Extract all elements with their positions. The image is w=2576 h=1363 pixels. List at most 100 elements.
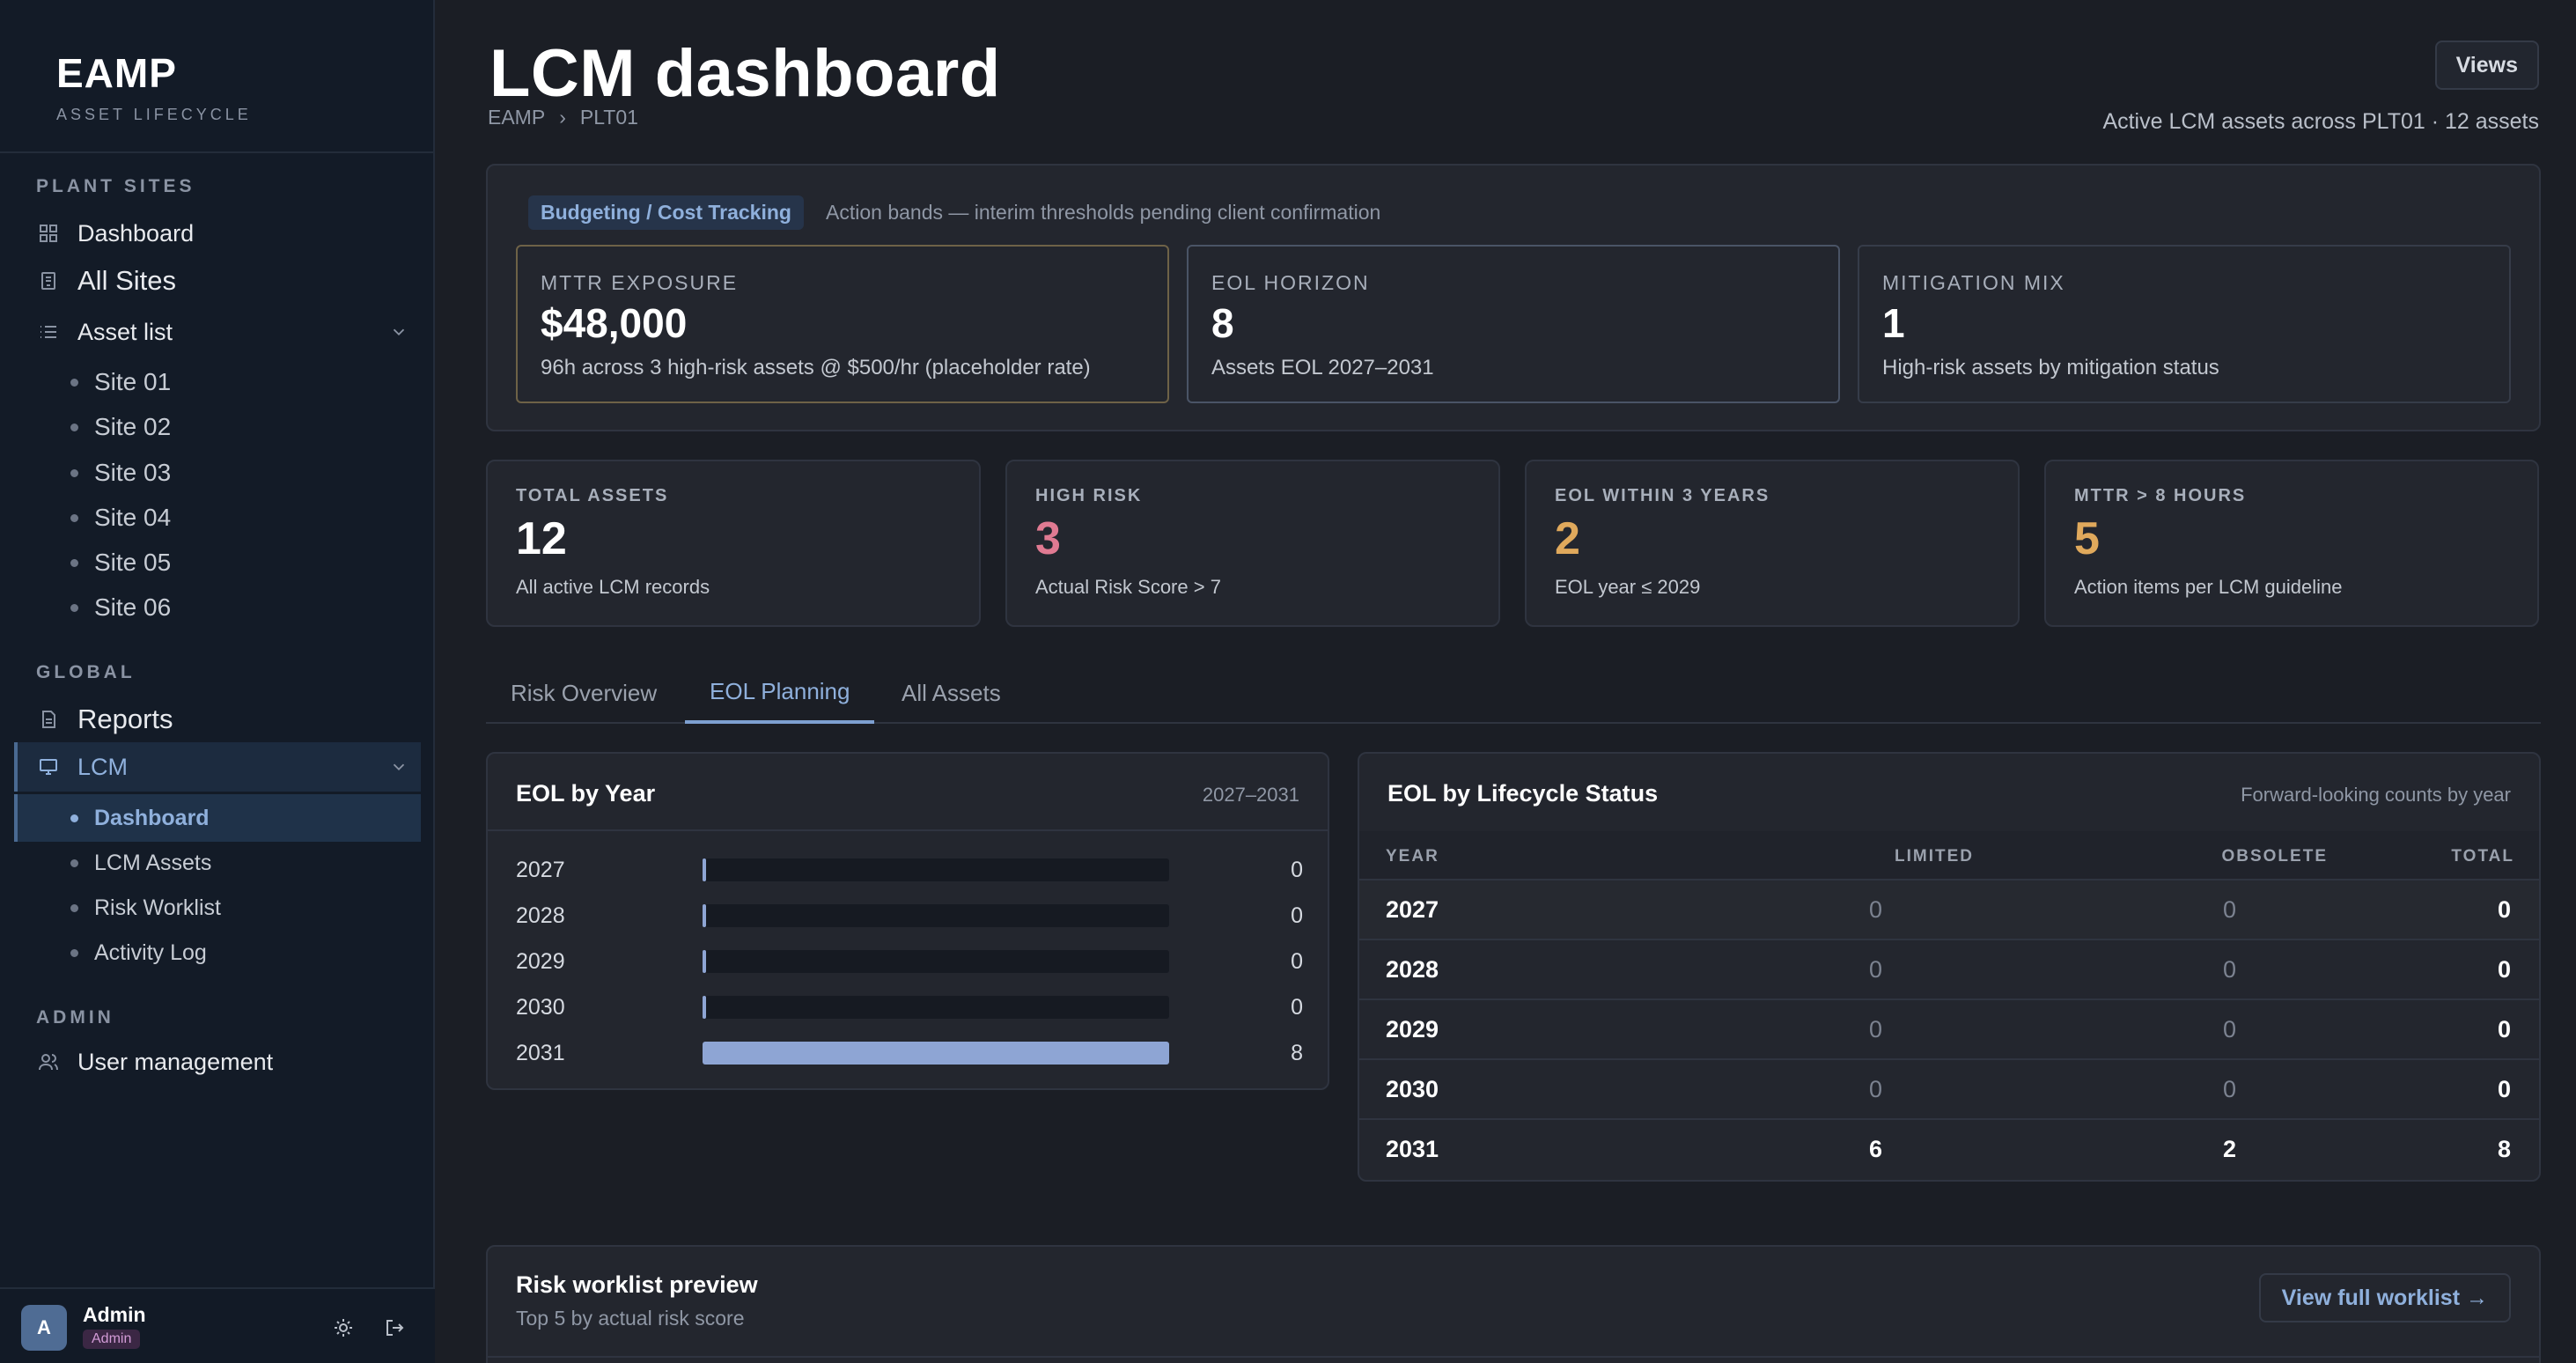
- bar-year: 2031: [516, 1041, 565, 1065]
- eol-by-status-panel: EOL by Lifecycle Status Forward-looking …: [1358, 752, 2541, 1182]
- panel-subtitle: Top 5 by actual risk score: [516, 1307, 745, 1330]
- budget-tag: Budgeting / Cost Tracking: [528, 195, 804, 230]
- kpi-description: Actual Risk Score > 7: [1035, 576, 1221, 598]
- tab-risk-overview[interactable]: Risk Overview: [511, 679, 658, 706]
- sidebar-site-03[interactable]: Site 03: [70, 453, 171, 493]
- kpi-value: 5: [2074, 513, 2100, 564]
- sidebar-item-lcm[interactable]: LCM: [37, 745, 407, 789]
- sidebar-item-dashboard[interactable]: Dashboard: [37, 211, 194, 255]
- cell-limited: 0: [1868, 896, 1882, 923]
- card-description: Assets EOL 2027–2031: [1211, 356, 1434, 379]
- logout-icon: [386, 1320, 404, 1336]
- eol-by-year-panel: EOL by Year 2027–2031 2027 0 2028 0 2029…: [486, 752, 1329, 1090]
- monitor-icon: [37, 755, 60, 778]
- card-value: $48,000: [541, 300, 688, 346]
- bar-fill: [703, 1042, 1169, 1065]
- cell-obsolete: 2: [2222, 1136, 2236, 1162]
- sun-icon: [335, 1319, 352, 1337]
- chevron-down-icon[interactable]: [389, 322, 408, 342]
- kpi-label: EOL WITHIN 3 YEARS: [1555, 486, 1770, 505]
- column-header-total: TOTAL: [2451, 847, 2514, 866]
- card-value: 8: [1211, 300, 1234, 346]
- bar-count: 0: [1291, 903, 1303, 928]
- sidebar-active-highlight: [14, 794, 421, 842]
- kpi-description: All active LCM records: [516, 576, 710, 598]
- kpi-value: 3: [1035, 513, 1061, 564]
- sidebar-site-05[interactable]: Site 05: [70, 542, 171, 583]
- bar-row: 2031 8: [516, 1034, 1303, 1072]
- document-icon: [37, 708, 60, 731]
- tab-all-assets[interactable]: All Assets: [902, 679, 1001, 706]
- sidebar-lcm-risk-worklist[interactable]: Risk Worklist: [70, 888, 221, 928]
- sidebar-item-label: LCM Assets: [94, 850, 212, 875]
- chevron-down-icon[interactable]: [389, 757, 408, 777]
- building-icon: [37, 269, 60, 292]
- views-button[interactable]: Views: [2434, 41, 2539, 90]
- table-row: 2031 6 2 8: [1359, 1120, 2539, 1180]
- sidebar-lcm-dashboard[interactable]: Dashboard: [70, 798, 210, 838]
- kpi-high-risk: HIGH RISK 3 Actual Risk Score > 7: [1005, 460, 1500, 627]
- bullet-icon: [70, 468, 78, 477]
- sidebar: EAMP ASSET LIFECYCLE PLANT SITES Dashboa…: [0, 0, 435, 1363]
- theme-toggle-button[interactable]: [329, 1314, 357, 1342]
- bar-track: [703, 904, 1169, 927]
- column-header-obsolete: OBSOLETE: [2221, 847, 2328, 866]
- breadcrumb-root[interactable]: EAMP: [488, 106, 546, 129]
- bullet-icon: [70, 814, 78, 822]
- bar-count: 0: [1291, 995, 1303, 1020]
- sidebar-item-label: Activity Log: [94, 939, 207, 965]
- breadcrumb: EAMP › PLT01: [488, 106, 638, 129]
- brand-subtitle: ASSET LIFECYCLE: [56, 106, 252, 123]
- tab-eol-planning[interactable]: EOL Planning: [685, 662, 875, 724]
- sidebar-lcm-assets[interactable]: LCM Assets: [70, 843, 211, 883]
- sidebar-site-01[interactable]: Site 01: [70, 362, 171, 402]
- kpi-description: EOL year ≤ 2029: [1555, 576, 1701, 598]
- kpi-description: Action items per LCM guideline: [2074, 576, 2343, 598]
- avatar[interactable]: A: [21, 1305, 67, 1351]
- column-header-year: YEAR: [1386, 847, 1439, 866]
- breadcrumb-separator: ›: [559, 106, 566, 129]
- view-full-worklist-button[interactable]: View full worklist →: [2258, 1273, 2511, 1322]
- kpi-label: TOTAL ASSETS: [516, 486, 669, 505]
- page-title: LCM dashboard: [489, 36, 1001, 111]
- bar-row: 2027 0: [516, 851, 1303, 889]
- divider: [488, 829, 1328, 831]
- cell-limited: 0: [1868, 956, 1882, 983]
- sidebar-item-label: Site 03: [94, 459, 172, 486]
- sidebar-item-reports[interactable]: Reports: [37, 697, 173, 741]
- bar-year: 2027: [516, 858, 565, 882]
- cell-obsolete: 0: [2222, 896, 2236, 923]
- cell-year: 2031: [1386, 1136, 1439, 1162]
- sidebar-item-label: Risk Worklist: [94, 895, 221, 920]
- card-description: High-risk assets by mitigation status: [1882, 356, 2219, 379]
- bar-fill: [703, 950, 706, 973]
- bar-track: [703, 996, 1169, 1019]
- cell-obsolete: 0: [2222, 1016, 2236, 1043]
- sidebar-item-asset-list[interactable]: Asset list: [37, 310, 407, 354]
- sidebar-item-all-sites[interactable]: All Sites: [37, 259, 176, 303]
- cell-obsolete: 0: [2222, 1076, 2236, 1102]
- panel-range: 2027–2031: [1202, 784, 1299, 806]
- sidebar-item-user-management[interactable]: User management: [37, 1040, 273, 1084]
- breadcrumb-current: PLT01: [579, 106, 638, 129]
- kpi-eol-within-3-years: EOL WITHIN 3 YEARS 2 EOL year ≤ 2029: [1525, 460, 2020, 627]
- bullet-icon: [70, 378, 78, 387]
- sidebar-item-label: Site 02: [94, 413, 172, 440]
- logout-button[interactable]: [380, 1314, 408, 1342]
- sidebar-site-06[interactable]: Site 06: [70, 587, 171, 628]
- sidebar-lcm-activity-log[interactable]: Activity Log: [70, 932, 207, 973]
- sidebar-site-04[interactable]: Site 04: [70, 497, 171, 538]
- bullet-icon: [70, 558, 78, 567]
- sidebar-item-label: Dashboard: [94, 805, 210, 830]
- bar-fill: [703, 996, 706, 1019]
- cell-limited: 6: [1868, 1136, 1882, 1162]
- sidebar-site-02[interactable]: Site 02: [70, 407, 171, 447]
- cell-limited: 0: [1868, 1076, 1882, 1102]
- card-label: MITIGATION MIX: [1882, 271, 2065, 294]
- panel-title: EOL by Year: [516, 780, 656, 807]
- budget-card-eol-horizon: EOL HORIZON 8 Assets EOL 2027–2031: [1187, 245, 1840, 403]
- grid-icon: [37, 222, 60, 245]
- card-label: EOL HORIZON: [1211, 271, 1370, 294]
- brand: EAMP ASSET LIFECYCLE: [0, 0, 433, 153]
- section-label-plant-sites: PLANT SITES: [36, 176, 195, 196]
